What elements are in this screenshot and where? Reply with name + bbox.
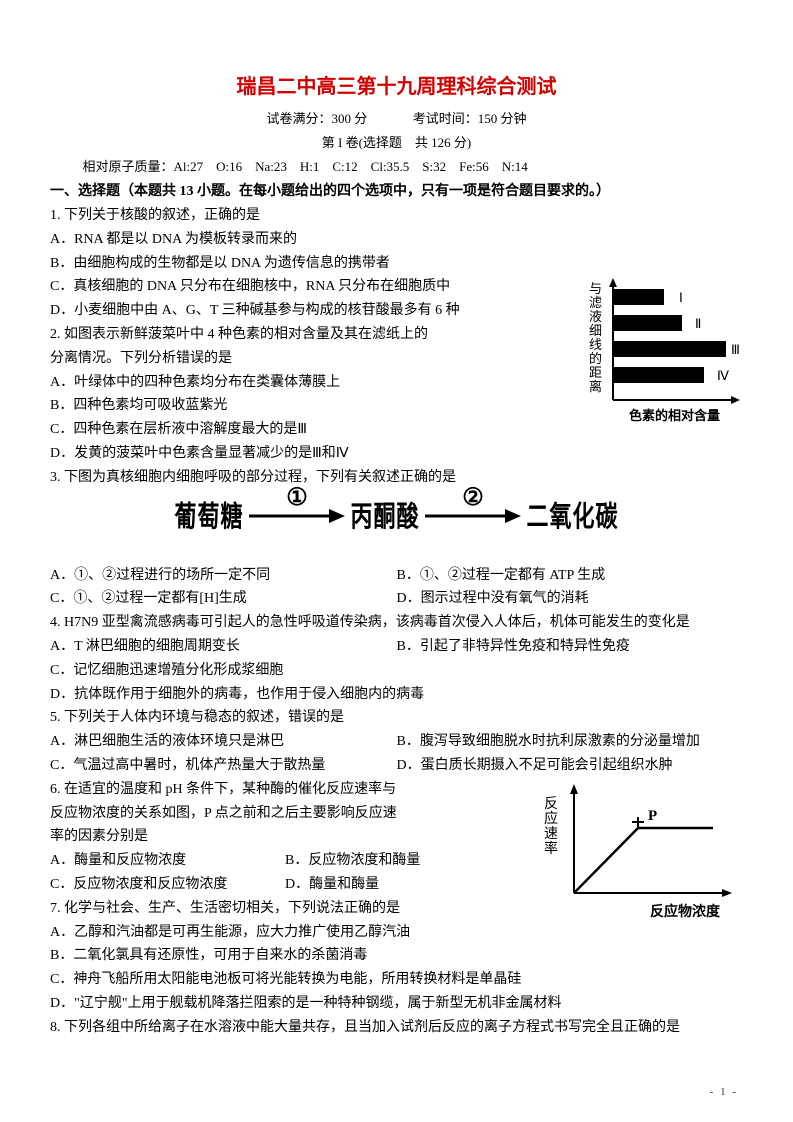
reactant-1: 葡萄糖	[174, 492, 243, 541]
arrow-2-label: ②	[462, 478, 484, 519]
q6-opt-a: A．酶量和反应物浓度	[50, 849, 285, 873]
paper-section-label: 第 I 卷(选择题 共 126 分)	[50, 132, 743, 154]
reactant-3: 二氧化碳	[527, 492, 619, 541]
bar-label-2: Ⅱ	[695, 316, 701, 331]
bar-label-3: Ⅲ	[731, 342, 740, 357]
q7-opt-b: B．二氧化氯具有还原性，可用于自来水的杀菌消毒	[50, 944, 743, 968]
q8-stem: 8. 下列各组中所给离子在水溶液中能大量共存，且当加入试剂后反应的离子方程式书写…	[50, 1016, 743, 1040]
enzyme-rate-chart: P 反应速率 反应物浓度	[528, 778, 743, 928]
q6-opt-c: C．反应物浓度和反应物浓度	[50, 873, 285, 897]
rate-x-label: 反应物浓度	[650, 903, 721, 920]
q4-opt-b: B．引起了非特异性免疫和特异性免疫	[397, 635, 744, 659]
rate-y-label: 反应速率	[544, 796, 558, 857]
q4-stem: 4. H7N9 亚型禽流感病毒可引起人的急性呼吸道传染病，该病毒首次侵入人体后，…	[50, 611, 743, 635]
rate-p-label: P	[648, 808, 657, 824]
meta-line: 试卷满分：300 分 考试时间：150 分钟	[50, 108, 743, 130]
arrow-2: ②	[423, 504, 523, 528]
q6-opt-b: B．反应物浓度和酶量	[285, 849, 520, 873]
q2-opt-d: D．发黄的菠菜叶中色素含量显著减少的是Ⅲ和Ⅳ	[50, 442, 743, 466]
q6-opt-d: D．酶量和酶量	[285, 873, 520, 897]
page-number: - 1 -	[710, 1083, 738, 1102]
section-1-header: 一、选择题（本题共 13 小题。在每小题给出的四个选项中，只有一项是符合题目要求…	[50, 180, 743, 204]
bar-label-1: Ⅰ	[679, 290, 683, 305]
rate-chart-figure: P 反应速率 反应物浓度	[528, 778, 743, 937]
q5-opt-d: D．蛋白质长期摄入不足可能会引起组织水肿	[397, 754, 744, 778]
q3-opt-d: D．图示过程中没有氧气的消耗	[397, 587, 744, 611]
q7-opt-c: C．神舟飞船所用太阳能电池板可将光能转换为电能，所用转换材料是单晶硅	[50, 968, 743, 992]
q3-opt-b: B．①、②过程一定都有 ATP 生成	[397, 564, 744, 588]
q5-stem: 5. 下列关于人体内环境与稳态的叙述，错误的是	[50, 706, 743, 730]
q7-opt-d: D．"辽宁舰"上用于舰载机降落拦阻索的是一种特种钢缆，属于新型无机非金属材料	[50, 992, 743, 1016]
q5-opt-a: A．淋巴细胞生活的液体环境只是淋巴	[50, 730, 397, 754]
q4-opt-d: D．抗体既作用于细胞外的病毒，也作用于侵入细胞内的病毒	[50, 683, 743, 707]
page-title: 瑞昌二中高三第十九周理科综合测试	[50, 70, 743, 104]
q3-stem: 3. 下图为真核细胞内细胞呼吸的部分过程，下列有关叙述正确的是	[50, 466, 743, 490]
pigment-bar-chart: Ⅰ Ⅱ Ⅲ Ⅳ 与滤液细线的距离 色素的相对含量	[583, 275, 743, 425]
bar-label-4: Ⅳ	[717, 368, 729, 383]
meta-duration: 考试时间：150 分钟	[413, 111, 527, 126]
q1-stem: 1. 下列关于核酸的叙述，正确的是	[50, 204, 743, 228]
q5-opt-b: B．腹泻导致细胞脱水时抗利尿激素的分泌量增加	[397, 730, 744, 754]
q3-opt-a: A．①、②过程进行的场所一定不同	[50, 564, 397, 588]
meta-full-marks: 试卷满分：300 分	[266, 111, 367, 126]
q5-opt-c: C．气温过高中暑时，机体产热量大于散热量	[50, 754, 397, 778]
reactant-2: 丙酮酸	[350, 492, 419, 541]
q4-opt-c: C．记忆细胞迅速增殖分化形成浆细胞	[50, 659, 743, 683]
q3-opt-c: C．①、②过程一定都有[H]生成	[50, 587, 397, 611]
bar-chart-figure: Ⅰ Ⅱ Ⅲ Ⅳ 与滤液细线的距离 色素的相对含量	[583, 275, 743, 434]
spacer	[370, 111, 409, 126]
reaction-diagram: 葡萄糖 ① 丙酮酸 ② 二氧化碳	[50, 498, 743, 558]
arrow-1-label: ①	[286, 478, 308, 519]
atomic-masses: 相对原子质量：Al:27 O:16 Na:23 H:1 C:12 Cl:35.5…	[50, 156, 743, 178]
q1-opt-a: A．RNA 都是以 DNA 为模板转录而来的	[50, 228, 743, 252]
q1-opt-b: B．由细胞构成的生物都是以 DNA 为遗传信息的携带者	[50, 252, 743, 276]
arrow-1: ①	[247, 504, 347, 528]
bar-x-label: 色素的相对含量	[629, 408, 720, 423]
bar-y-label: 与滤液细线的距离	[589, 281, 602, 394]
q4-opt-a: A．T 淋巴细胞的细胞周期变长	[50, 635, 397, 659]
